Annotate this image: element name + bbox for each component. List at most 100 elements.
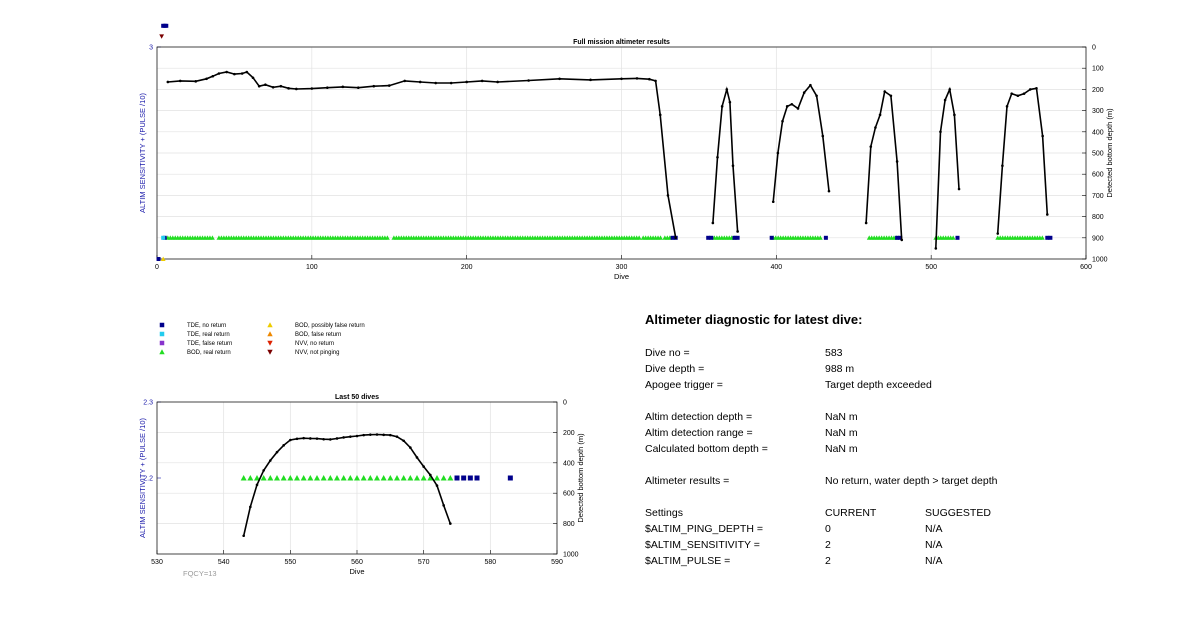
depth-point	[257, 84, 261, 88]
depth-point	[790, 102, 794, 106]
x-tick-label: 530	[151, 559, 163, 566]
depth-point	[341, 85, 345, 89]
marker-tde-no-return	[706, 235, 711, 240]
depth-point	[589, 78, 592, 82]
depth-point	[1041, 134, 1044, 138]
fqcy-annotation: FQCY=13	[183, 569, 217, 578]
depth-point	[725, 88, 729, 91]
marker-bod-real-return	[334, 475, 340, 481]
depth-point	[1005, 105, 1009, 108]
depth-point	[211, 74, 215, 78]
y-left-axis-label: ALTIM SENSITIVITY + (PULSE /10)	[138, 418, 147, 538]
marker-bod-real-return	[367, 475, 374, 481]
depth-point	[356, 86, 360, 90]
depth-point	[449, 522, 452, 525]
legend-marker	[267, 349, 273, 355]
depth-point	[821, 134, 825, 138]
x-tick-label: 540	[218, 559, 230, 566]
depth-point	[869, 145, 873, 148]
y-right-tick-label: 300	[1092, 108, 1104, 115]
setting-name: $ALTIM_PING_DEPTH =	[645, 523, 763, 535]
marker-bod-real-return	[340, 475, 347, 481]
marker-bod-possibly-false-return	[160, 256, 166, 261]
altimeter-results-value: No return, water depth > target depth	[825, 475, 998, 487]
apogee-trigger-value: Target depth exceeded	[825, 379, 932, 391]
depth-point	[716, 155, 719, 159]
marker-bod-real-return	[347, 475, 354, 481]
depth-point	[620, 77, 623, 81]
x-tick-label: 300	[616, 264, 628, 271]
depth-point	[178, 79, 182, 83]
marker-tde-no-return	[1048, 235, 1053, 240]
legend-marker	[159, 331, 165, 337]
depth-point	[802, 91, 806, 94]
depth-point	[731, 164, 735, 168]
depth-point	[302, 436, 305, 440]
marker-bod-real-return	[420, 475, 427, 481]
depth-point	[418, 80, 422, 84]
depth-line	[772, 83, 830, 202]
depth-point	[796, 107, 800, 110]
marker-tde-no-return	[769, 235, 774, 240]
depth-point	[287, 87, 290, 90]
marker-bod-real-return	[394, 475, 400, 481]
setting-name: $ALTIM_SENSITIVITY =	[645, 539, 760, 551]
depth-point	[435, 484, 439, 487]
marker-bod-real-return	[210, 235, 215, 240]
marker-bod-real-return	[320, 475, 327, 481]
depth-point	[1045, 213, 1049, 216]
plot-frame	[156, 401, 558, 555]
depth-point	[878, 113, 882, 117]
marker-bod-real-return	[360, 475, 367, 481]
depth-point	[895, 160, 899, 163]
marker-bod-real-return	[294, 475, 300, 481]
depth-point	[245, 70, 249, 74]
y-right-tick-label: 200	[1092, 87, 1104, 94]
y-right-tick-label: 600	[563, 491, 575, 498]
y-right-tick-label: 100	[1092, 66, 1104, 73]
y-left-tick-label: 2.3	[143, 400, 153, 407]
depth-point	[295, 87, 298, 91]
depth-point	[269, 459, 272, 462]
depth-point	[480, 79, 484, 83]
marker-tde-no-return	[467, 475, 473, 481]
marker-bod-real-return	[267, 475, 274, 481]
marker-bod-real-return	[658, 235, 663, 240]
depth-point	[654, 79, 657, 83]
y-right-tick-label: 700	[1092, 193, 1104, 200]
depth-point	[369, 433, 372, 436]
depth-point	[1035, 87, 1038, 90]
depth-point	[240, 72, 244, 75]
plot-frame	[156, 46, 1087, 260]
depth-point	[674, 236, 677, 240]
detection-range-label: Altim detection range =	[645, 427, 753, 439]
depth-point	[1028, 88, 1032, 91]
depth-point	[264, 83, 267, 87]
x-tick-label: 500	[925, 264, 937, 271]
legend-label: TDE, real return	[187, 332, 230, 338]
depth-line	[242, 433, 452, 536]
altimeter-diagnostic-panel: Altimeter diagnostic for latest dive: Di…	[645, 312, 1165, 569]
y-right-tick-label: 900	[1092, 235, 1104, 242]
calculated-depth-value: NaN m	[825, 443, 858, 455]
depth-point	[166, 80, 170, 84]
legend-marker	[159, 340, 165, 346]
dive-no-value: 583	[825, 347, 843, 359]
depth-point	[372, 84, 376, 88]
depth-point	[864, 221, 868, 225]
y-right-axis-label: Detected bottom depth (m)	[576, 433, 585, 523]
depth-point	[271, 85, 275, 89]
marker-bod-real-return	[434, 475, 440, 481]
depth-line	[935, 86, 960, 249]
altimeter-results-label: Altimeter results =	[645, 475, 730, 487]
legend-marker	[267, 331, 273, 337]
marker-bod-real-return	[427, 475, 434, 481]
depth-line	[865, 90, 903, 240]
marker-bod-real-return	[354, 475, 360, 481]
depth-point	[429, 473, 432, 477]
depth-point	[409, 446, 412, 449]
depth-point	[449, 81, 453, 85]
depth-point	[934, 247, 938, 250]
apogee-trigger-label: Apogee trigger =	[645, 379, 723, 391]
legend-label: BOD, possibly false return	[295, 323, 365, 329]
